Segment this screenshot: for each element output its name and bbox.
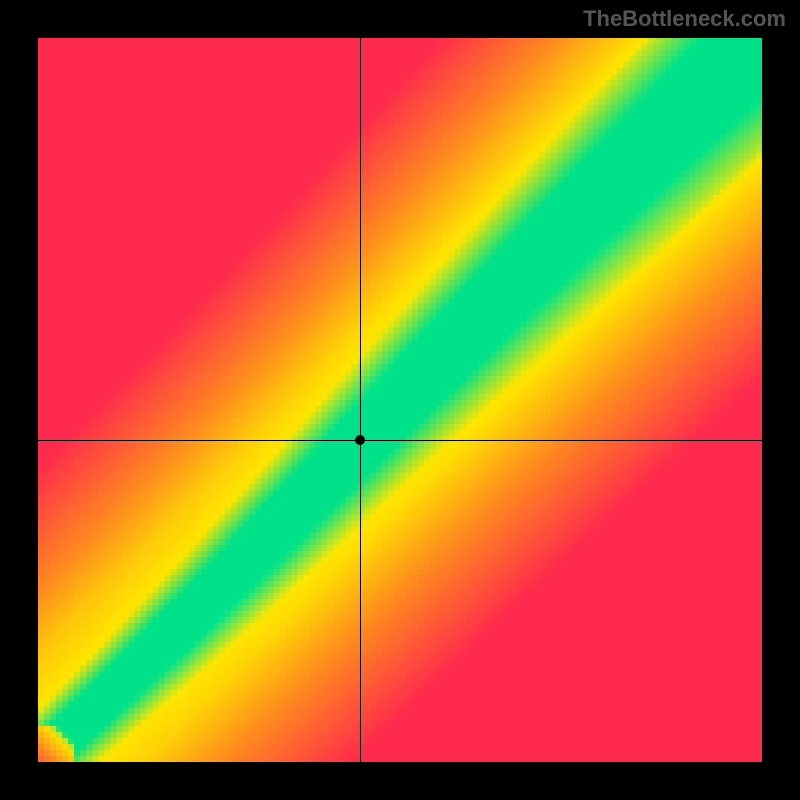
crosshair-horizontal xyxy=(38,440,762,441)
watermark-text: TheBottleneck.com xyxy=(583,6,786,32)
crosshair-vertical xyxy=(360,38,361,762)
marker-dot xyxy=(355,435,365,445)
plot-area xyxy=(38,38,762,762)
heatmap-canvas xyxy=(38,38,762,762)
chart-container: TheBottleneck.com xyxy=(0,0,800,800)
